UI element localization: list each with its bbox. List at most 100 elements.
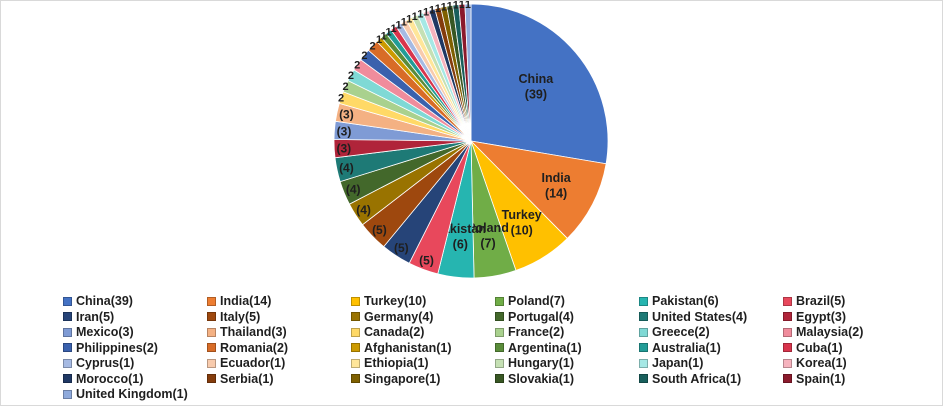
legend-label: Cyprus(1) xyxy=(76,356,135,370)
pie-label-canada: 2 xyxy=(338,92,344,104)
legend-swatch xyxy=(639,296,648,306)
pie-label-iran: (5) xyxy=(394,241,409,255)
legend-item-ecuador: Ecuador(1) xyxy=(207,355,285,371)
pie-label-afghanistan: 1 xyxy=(376,34,382,46)
legend-label: Romania(2) xyxy=(220,340,289,355)
legend-item-philippines: Philippines(2) xyxy=(63,340,158,356)
pie-label-romania: 2 xyxy=(369,41,375,53)
legend-item-turkey: Turkey(10) xyxy=(351,293,426,309)
legend-label: Ecuador(1) xyxy=(220,356,286,370)
legend-swatch xyxy=(351,312,360,321)
pie-label-turkey: Turkey (10) xyxy=(502,208,542,238)
legend-label: China(39) xyxy=(76,294,133,308)
legend-label: Korea(1) xyxy=(796,356,847,370)
legend-label: Slovakia(1) xyxy=(508,371,575,386)
legend-swatch xyxy=(639,312,648,321)
legend-label: Poland(7) xyxy=(508,294,565,308)
legend-swatch xyxy=(207,358,216,368)
legend-swatch xyxy=(351,327,360,337)
legend-item-singapore: Singapore(1) xyxy=(351,371,440,387)
pie-label-australia: 1 xyxy=(385,27,391,39)
pie-label-united-states: (4) xyxy=(339,161,354,175)
pie-label-greece: 2 xyxy=(348,70,354,82)
legend-swatch xyxy=(639,343,648,352)
pie-label-ethiopia: 1 xyxy=(406,14,412,26)
pie-label-united-kingdom: 1 xyxy=(465,1,471,11)
legend-swatch xyxy=(351,296,360,306)
legend-item-greece: Greece(2) xyxy=(639,324,710,340)
pie-label-mexico: (3) xyxy=(337,124,352,138)
legend-label: Serbia(1) xyxy=(220,371,274,386)
legend-label: Germany(4) xyxy=(364,309,434,324)
pie-label-germany: (4) xyxy=(356,203,371,217)
legend-swatch xyxy=(63,296,72,306)
legend-item-hungary: Hungary(1) xyxy=(495,355,574,371)
legend-item-slovakia: Slovakia(1) xyxy=(495,371,574,387)
legend-swatch xyxy=(783,358,792,368)
pie-label-hungary: 1 xyxy=(412,11,418,23)
legend-label: Morocco(1) xyxy=(76,371,144,386)
legend-swatch xyxy=(207,343,216,352)
legend-item-south-africa: South Africa(1) xyxy=(639,371,741,387)
legend-swatch xyxy=(207,296,216,306)
legend-label: Spain(1) xyxy=(796,371,846,386)
legend-swatch xyxy=(63,312,72,321)
legend-item-germany: Germany(4) xyxy=(351,309,433,325)
pie-label-brazil: (5) xyxy=(419,254,434,268)
pie-label-italy: (5) xyxy=(372,223,387,237)
legend-label: Cuba(1) xyxy=(796,340,843,355)
legend-label: Philippines(2) xyxy=(76,340,158,355)
legend-swatch xyxy=(207,312,216,321)
legend-swatch xyxy=(783,296,792,306)
legend-label: South Africa(1) xyxy=(652,371,742,386)
legend-label: India(14) xyxy=(220,294,272,308)
legend-item-spain: Spain(1) xyxy=(783,371,845,387)
legend-label: Pakistan(6) xyxy=(652,294,719,308)
legend-swatch xyxy=(495,358,504,368)
legend-item-malaysia: Malaysia(2) xyxy=(783,324,863,340)
legend-item-korea: Korea(1) xyxy=(783,355,847,371)
legend-item-morocco: Morocco(1) xyxy=(63,371,143,387)
legend-label: Canada(2) xyxy=(364,325,425,339)
legend-swatch xyxy=(63,358,72,368)
legend-swatch xyxy=(207,327,216,337)
legend-label: Thailand(3) xyxy=(220,325,287,339)
legend-item-ethiopia: Ethiopia(1) xyxy=(351,355,429,371)
pie-slice-india xyxy=(469,140,607,239)
pie-slice-china xyxy=(470,3,609,165)
legend-swatch xyxy=(63,389,72,399)
pie-chart: China (39)India (14)Turkey (10)Poland (7)Pak… xyxy=(333,1,609,279)
legend-swatch xyxy=(495,296,504,306)
legend-item-united-kingdom: United Kingdom(1) xyxy=(63,386,188,402)
pie-label-cuba: 1 xyxy=(390,23,396,35)
pie-label-philippines: 2 xyxy=(361,50,367,62)
legend-item-portugal: Portugal(4) xyxy=(495,309,574,325)
legend-label: Ethiopia(1) xyxy=(364,356,429,370)
legend-label: Italy(5) xyxy=(220,309,261,324)
legend-item-united-states: United States(4) xyxy=(639,309,747,325)
legend-item-thailand: Thailand(3) xyxy=(207,324,287,340)
legend-label: Mexico(3) xyxy=(76,325,134,339)
legend-swatch xyxy=(783,374,792,383)
legend-swatch xyxy=(351,343,360,352)
legend-label: Hungary(1) xyxy=(508,356,574,370)
pie-label-ecuador: 1 xyxy=(401,16,407,28)
legend-swatch xyxy=(495,343,504,352)
pie-slice-united-kingdom xyxy=(464,3,472,142)
legend-label: United Kingdom(1) xyxy=(76,387,188,401)
pie-label-south-africa: 1 xyxy=(453,1,459,12)
legend-item-pakistan: Pakistan(6) xyxy=(639,293,719,309)
legend-label: United States(4) xyxy=(652,309,748,324)
pie-label-slovakia: 1 xyxy=(447,1,453,13)
legend-swatch xyxy=(783,343,792,352)
legend-swatch xyxy=(63,343,72,352)
legend-swatch xyxy=(63,374,72,383)
legend-swatch xyxy=(495,327,504,337)
legend-item-cuba: Cuba(1) xyxy=(783,340,843,356)
legend-item-china: China(39) xyxy=(63,293,133,309)
legend-item-serbia: Serbia(1) xyxy=(207,371,274,387)
legend-item-argentina: Argentina(1) xyxy=(495,340,582,356)
legend-item-afghanistan: Afghanistan(1) xyxy=(351,340,452,356)
legend-item-india: India(14) xyxy=(207,293,271,309)
pie-label-japan: 1 xyxy=(417,9,423,21)
